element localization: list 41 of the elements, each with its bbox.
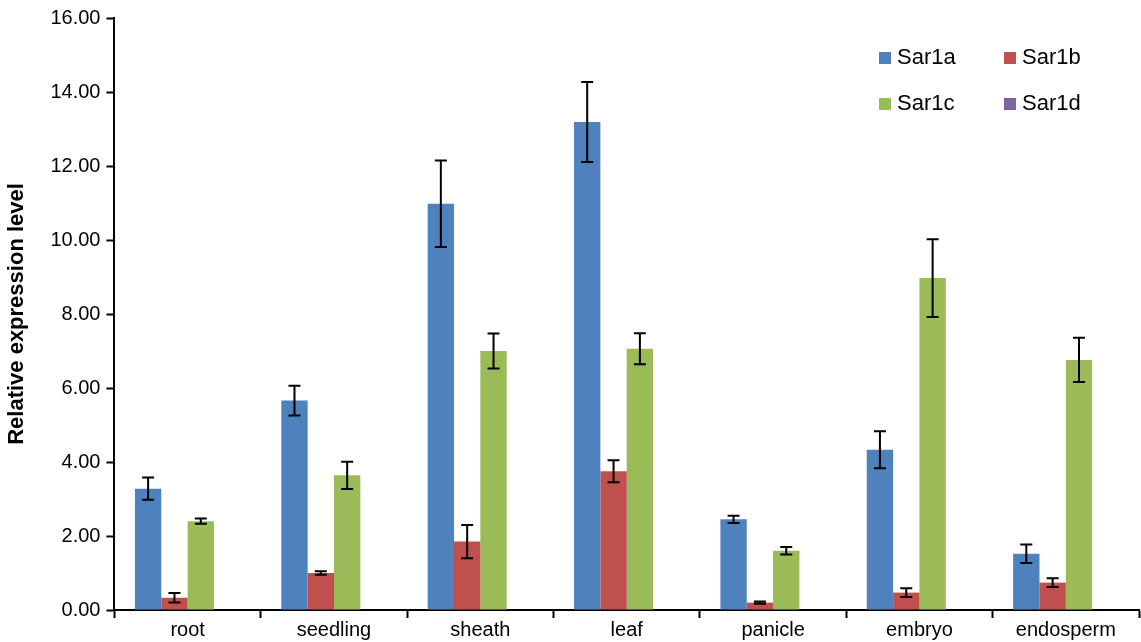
bar — [281, 400, 308, 610]
y-tick-label: 8.00 — [61, 301, 101, 324]
x-tick-label: root — [170, 617, 206, 640]
y-tick-label: 14.00 — [50, 79, 101, 102]
bar — [307, 573, 334, 610]
y-tick-label: 2.00 — [61, 523, 101, 546]
bar — [427, 203, 455, 610]
legend-label: Sar1b — [1022, 44, 1081, 70]
bar — [893, 592, 920, 610]
x-tick-label: panicle — [741, 617, 805, 640]
x-tick-label: seedling — [296, 617, 372, 640]
x-tick-label: embryo — [886, 617, 953, 640]
bar — [574, 121, 601, 610]
bar — [1013, 553, 1040, 610]
bar — [161, 597, 188, 610]
bar — [773, 550, 800, 610]
y-tick-label: 10.00 — [50, 227, 101, 250]
x-tick-label: leaf — [610, 617, 644, 640]
legend-label: Sar1c — [897, 90, 955, 116]
x-tick-label: sheath — [450, 617, 511, 640]
bar — [134, 488, 162, 610]
bar — [454, 541, 481, 610]
bar — [720, 519, 747, 610]
y-tick-label: 16.00 — [50, 5, 101, 28]
x-tick-label: endosperm — [1015, 617, 1116, 640]
bar — [1039, 582, 1066, 610]
y-tick-label: 0.00 — [61, 597, 101, 620]
y-tick-label: 4.00 — [61, 449, 101, 472]
legend-label: Sar1a — [897, 44, 957, 70]
bar — [919, 278, 946, 610]
bar — [480, 351, 507, 610]
bar — [334, 475, 361, 610]
y-tick-label: 12.00 — [50, 153, 101, 176]
y-tick-label: 6.00 — [61, 375, 101, 398]
bar — [600, 471, 627, 610]
bar — [1065, 359, 1093, 610]
bar — [626, 348, 654, 610]
bar — [866, 449, 894, 610]
legend-label: Sar1d — [1022, 90, 1081, 116]
bar — [187, 521, 214, 610]
y-axis-title: Relative expression level — [3, 183, 29, 445]
